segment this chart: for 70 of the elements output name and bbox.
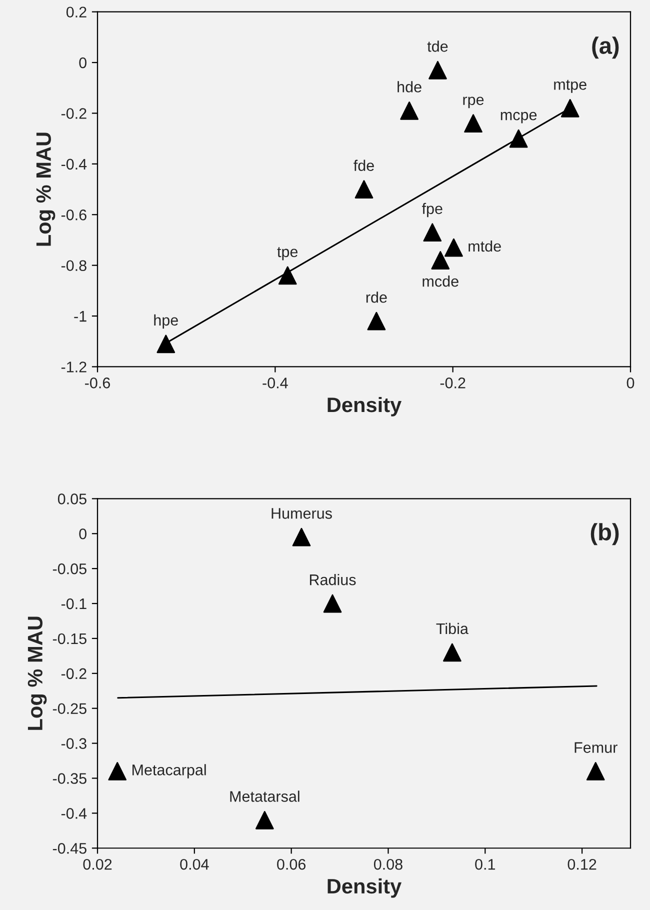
- annotation: Humerus: [272, 508, 332, 519]
- y-tick-label: -0.1: [61, 598, 86, 610]
- point: [354, 180, 374, 198]
- y-tick-label: 0: [79, 528, 86, 540]
- point: [443, 643, 462, 662]
- annotation: (a): [592, 36, 619, 59]
- annotation: tde: [427, 40, 448, 52]
- x-tick-label: 0.06: [277, 858, 306, 870]
- annotation: Metatarsal: [230, 790, 300, 802]
- annotation: fde: [354, 160, 374, 171]
- y-tick-label: -1: [74, 311, 86, 322]
- y-tick-label: 0.2: [66, 6, 86, 18]
- point: [278, 266, 297, 285]
- y-axis-title: Log % MAU: [36, 132, 56, 246]
- x-tick-label: 0.02: [83, 858, 112, 870]
- annotation: hpe: [154, 314, 178, 329]
- x-axis-title: Density: [328, 878, 402, 898]
- y-tick-label: -0.25: [52, 703, 86, 714]
- point: [586, 762, 605, 780]
- x-tick-label: 0.12: [568, 858, 596, 870]
- annotation: fpe: [422, 202, 442, 218]
- x-tick-label: 0.1: [475, 858, 496, 870]
- point: [292, 528, 311, 546]
- y-tick-label: -0.6: [61, 210, 86, 220]
- x-axis-title: Density: [328, 396, 402, 416]
- y-tick-label: -0.4: [61, 158, 87, 170]
- y-tick-label: -0.3: [61, 738, 86, 749]
- annotation: mtde: [468, 240, 501, 252]
- y-tick-label: 0: [79, 57, 86, 68]
- x-tick-label: 0: [626, 378, 634, 388]
- annotation: mcpe: [500, 112, 537, 124]
- point: [560, 98, 580, 118]
- y-tick-label: -0.15: [52, 633, 86, 644]
- y-axis-title: Log % MAU: [28, 616, 47, 730]
- point: [156, 334, 176, 354]
- annotation: mcde: [422, 276, 458, 287]
- point: [367, 312, 386, 330]
- annotation: rpe: [463, 96, 484, 108]
- annotation: Tibia: [436, 622, 468, 634]
- x-tick-label: 0.04: [180, 858, 209, 870]
- y-tick-label: -0.45: [52, 842, 86, 854]
- annotation: mtpe: [554, 80, 586, 93]
- annotation: Metacarpal: [132, 764, 206, 778]
- point: [255, 810, 274, 830]
- point: [108, 762, 127, 780]
- point: [509, 129, 528, 148]
- point: [400, 102, 418, 120]
- annotation: (b): [590, 523, 619, 546]
- point: [423, 223, 442, 242]
- y-tick-label: -1.2: [61, 362, 86, 372]
- annotation: tpe: [277, 247, 298, 260]
- y-tick-label: -0.35: [52, 773, 86, 784]
- y-tick-label: 0.05: [58, 494, 86, 504]
- point: [464, 114, 482, 133]
- x-tick-label: -0.4: [262, 378, 288, 388]
- x-tick-label: 0.08: [374, 858, 402, 870]
- x-tick-label: -0.2: [440, 378, 466, 388]
- y-tick-label: -0.05: [52, 563, 86, 574]
- y-tick-label: -0.8: [61, 260, 86, 272]
- annotation: Radius: [310, 574, 356, 586]
- y-tick-label: -0.2: [61, 668, 86, 680]
- point: [323, 594, 342, 613]
- annotation: hde: [398, 81, 422, 92]
- annotation: Femur: [574, 742, 618, 753]
- point: [428, 60, 447, 80]
- y-tick-label: -0.4: [61, 808, 87, 819]
- point: [444, 238, 463, 257]
- point: [431, 251, 450, 270]
- y-tick-label: -0.2: [61, 108, 86, 119]
- annotation: rde: [366, 292, 387, 303]
